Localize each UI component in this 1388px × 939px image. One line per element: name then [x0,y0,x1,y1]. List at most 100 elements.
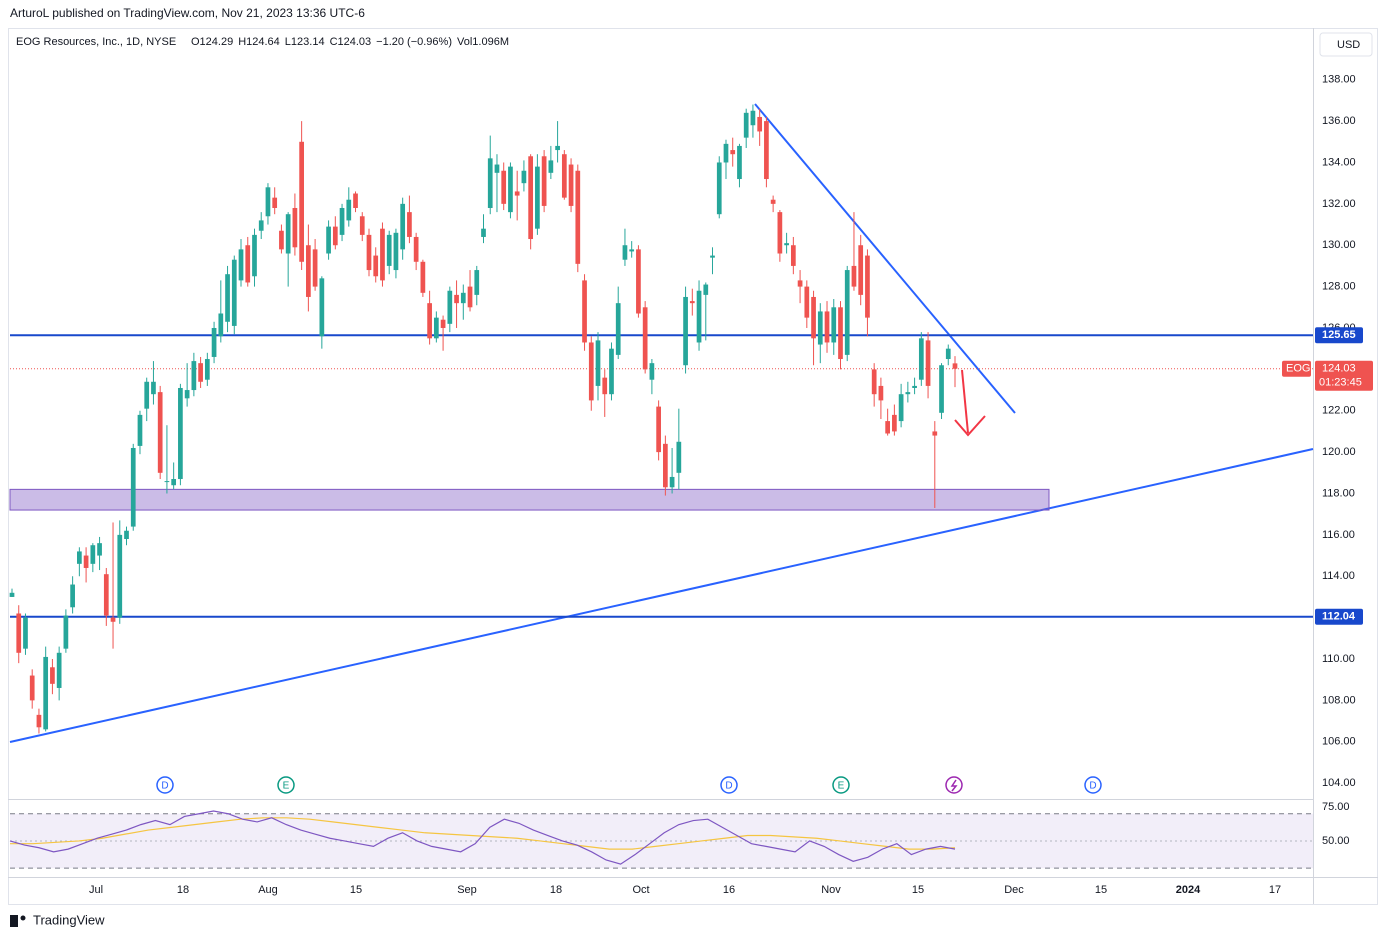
candle-body [716,162,722,215]
candle-body [656,406,661,453]
candle-body [676,441,682,473]
candle-body [945,348,951,360]
event-icon [720,776,738,794]
event-icon [950,779,958,792]
candle-body [272,197,278,208]
countdown: 01:23:45 [1319,377,1362,389]
candle-body [36,714,42,728]
candle-body [689,301,695,304]
candle-body [811,296,816,339]
frame [8,28,1378,905]
candle-body [777,212,783,254]
event-label: D [725,781,732,792]
candle-body [838,307,843,360]
x-tick-label: 18 [550,884,562,896]
level-label: 112.04 [1322,611,1356,623]
candle-body [501,170,507,204]
last-price-box [1315,360,1373,391]
x-tick-label: 2024 [1176,884,1201,896]
candle-body [258,220,264,231]
candle-body [932,431,938,436]
candle-body [359,216,365,235]
candle-body [130,447,136,527]
candle-body [561,154,567,198]
candle-body [757,116,763,132]
y-tick-label: 108.00 [1322,694,1356,706]
candle-body [279,230,284,250]
candle-body [831,307,837,343]
candle-body [528,156,534,240]
candle-body [420,261,426,293]
candle-body [804,286,810,318]
y-tick-label: 118.00 [1322,487,1355,499]
y-tick-label: 130.00 [1322,239,1356,251]
candle-body [467,286,473,308]
candle-body [521,170,527,184]
candle-body [609,348,614,395]
candle-body [245,245,251,283]
candle-body [407,212,412,237]
candle-body [548,160,554,173]
symbol-tag [1282,360,1311,377]
y-tick-label: 106.00 [1322,736,1356,748]
event-label: E [838,781,845,792]
candle-body [615,303,621,355]
candle-body [164,481,170,483]
y-tick-label: 132.00 [1322,198,1356,210]
lightning-event [945,776,963,794]
candle-body [70,584,75,608]
y-tick-label: 116.00 [1322,529,1355,541]
candle-body [481,228,486,237]
candle-body [16,613,22,653]
candle-body [696,290,702,343]
candle-body [144,381,150,409]
trend-line [9,448,1314,743]
candle-body [252,234,257,277]
candle-body [265,187,271,217]
x-tick-label: Oct [632,884,649,896]
candle-body [784,243,789,246]
candle-body [797,280,803,287]
logo-text: TradingView [33,912,105,927]
candle-body [373,255,379,277]
event-label: D [1089,781,1096,792]
candle-body [400,203,406,250]
x-tick-label: Jul [89,884,103,896]
trend-line [754,103,1016,414]
chart-title: EOG Resources, Inc., 1D, NYSE [16,36,176,48]
candle-body [178,387,183,480]
candle-body [568,164,574,206]
candle-body [346,199,352,221]
candle-body [29,675,35,701]
candle-body [117,534,123,618]
candle-body [865,255,870,318]
arrow-head [954,415,986,437]
x-tick-label: 15 [1095,884,1107,896]
candle-body [50,667,55,684]
candle-body [299,141,304,262]
event-label: D [161,781,168,792]
candle-body [575,170,581,264]
candle-body [366,234,372,271]
candle-body [380,228,385,281]
candle-body [386,234,392,266]
legend-value: C124.03 [330,36,372,48]
x-tick-label: 16 [723,884,735,896]
level-label-box [1315,608,1363,625]
candle-body [97,543,102,556]
candle-body [770,199,776,204]
candle-body [43,656,49,730]
candle-body [110,617,116,622]
candle-body [898,394,904,422]
candle-body [764,121,769,180]
candle-body [393,232,399,271]
candle-body [730,150,736,155]
rsi-line [9,810,956,865]
candle-body [56,652,62,688]
legend-value: H124.64 [238,36,280,48]
candle-body [750,110,756,126]
logo: TradingView [10,912,105,927]
candle-body [225,274,230,322]
last-price-label: 124.03 [1322,363,1356,375]
candle-body [447,290,453,324]
